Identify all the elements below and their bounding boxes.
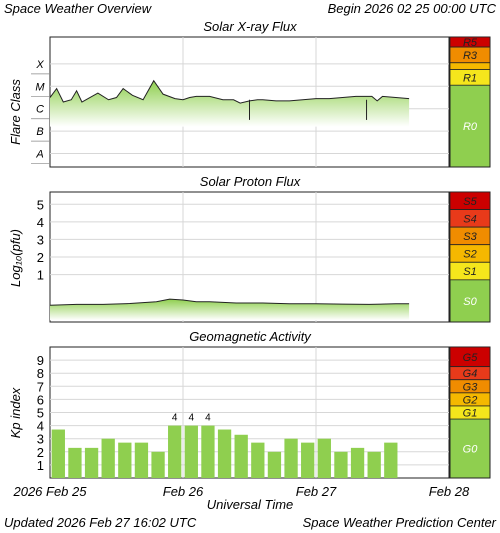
kp-bar (201, 425, 215, 478)
kp-ytick: 5 (37, 406, 44, 421)
xray-ylabel: Flare Class (8, 79, 23, 145)
kp-bar (168, 425, 182, 478)
scale-label: G4 (463, 368, 478, 380)
updated-time: Updated 2026 Feb 27 16:02 UTC (4, 515, 197, 530)
scale-label: S4 (463, 213, 476, 225)
kp-bar (68, 447, 82, 478)
scale-band (449, 261, 491, 281)
kp-ytick: 7 (37, 379, 44, 394)
scale-band (449, 62, 491, 70)
kp-bar (118, 442, 132, 478)
x-axis-label: Universal Time (207, 497, 294, 512)
kp-bar (350, 447, 365, 478)
kp-ytick: 6 (37, 392, 44, 407)
kp-title: Geomagnetic Activity (189, 329, 312, 344)
kp-bar (234, 434, 248, 478)
x-tick-label: Feb 26 (163, 484, 204, 499)
xray-title: Solar X-ray Flux (203, 19, 297, 34)
class-label-X: X (35, 59, 44, 71)
proton-ytick: 5 (37, 197, 44, 212)
scale-label: G5 (463, 352, 479, 364)
proton-ytick: 3 (37, 232, 44, 247)
begin-time: Begin 2026 02 25 00:00 UTC (328, 1, 497, 16)
kp-bar-label: 4 (205, 413, 211, 424)
scale-base-label: S0 (463, 296, 477, 308)
scale-base-label: G0 (463, 444, 479, 456)
scale-label: R5 (463, 37, 478, 49)
scale-label: R1 (463, 72, 477, 84)
scale-label: S2 (463, 248, 476, 260)
class-label-C: C (36, 104, 44, 116)
scale-label: S1 (463, 266, 476, 278)
scale-label: G3 (463, 381, 479, 393)
kp-bar (101, 438, 115, 478)
proton-title: Solar Proton Flux (200, 174, 301, 189)
app-title: Space Weather Overview (4, 1, 153, 16)
scale-label: S3 (463, 231, 477, 243)
proton-ylabel: Log₁₀(pfu) (8, 229, 23, 287)
scale-label: R3 (463, 50, 478, 62)
kp-ytick: 8 (37, 366, 44, 381)
proton-area (50, 299, 410, 321)
scale-band (449, 69, 491, 86)
kp-ytick: 1 (37, 458, 44, 473)
kp-bar (151, 451, 165, 478)
xray-line (49, 79, 410, 104)
kp-bar (284, 438, 298, 478)
kp-bar (217, 429, 232, 478)
kp-bar (184, 425, 198, 478)
kp-bar (51, 429, 65, 478)
swpc-credit: Space Weather Prediction Center (303, 515, 497, 530)
x-axis-ticks: 2026 Feb 25 Feb 26 Feb 27 Feb 28 (12, 484, 470, 499)
scale-label: G1 (463, 408, 478, 420)
proton-panel: 1 2 3 4 5 S5 S4 S3 S2 S1 S0 (37, 191, 491, 323)
kp-bar (251, 442, 265, 478)
scale-label: S5 (463, 196, 477, 208)
proton-ytick: 4 (37, 215, 44, 230)
kp-ytick: 3 (37, 432, 44, 447)
class-label-B: B (36, 126, 43, 138)
kp-bar-label: 4 (172, 413, 178, 424)
kp-bar (384, 442, 398, 478)
kp-bar (334, 451, 348, 478)
kp-ytick: 4 (37, 419, 44, 434)
x-tick-label: Feb 28 (429, 484, 470, 499)
kp-bar (84, 447, 99, 478)
kp-bar-label: 4 (189, 413, 195, 424)
kp-bar (301, 442, 315, 478)
x-tick-label: 2026 Feb 25 (12, 484, 87, 499)
kp-bar (267, 451, 282, 478)
kp-ytick: 2 (37, 445, 44, 460)
proton-ytick: 2 (37, 250, 44, 265)
class-label-A: A (35, 149, 43, 161)
x-tick-label: Feb 27 (296, 484, 337, 499)
scale-base-label: R0 (463, 121, 478, 133)
kp-bar (367, 451, 381, 478)
kp-bar (134, 442, 149, 478)
kp-bar (317, 438, 331, 478)
scale-band (449, 405, 491, 420)
scale-label: G2 (463, 394, 478, 406)
kp-ylabel: Kp index (8, 387, 23, 438)
class-label-M: M (35, 81, 45, 93)
xray-area (50, 80, 410, 127)
proton-ytick: 1 (37, 268, 44, 283)
proton-line (49, 298, 410, 306)
kp-ytick: 9 (37, 353, 44, 368)
